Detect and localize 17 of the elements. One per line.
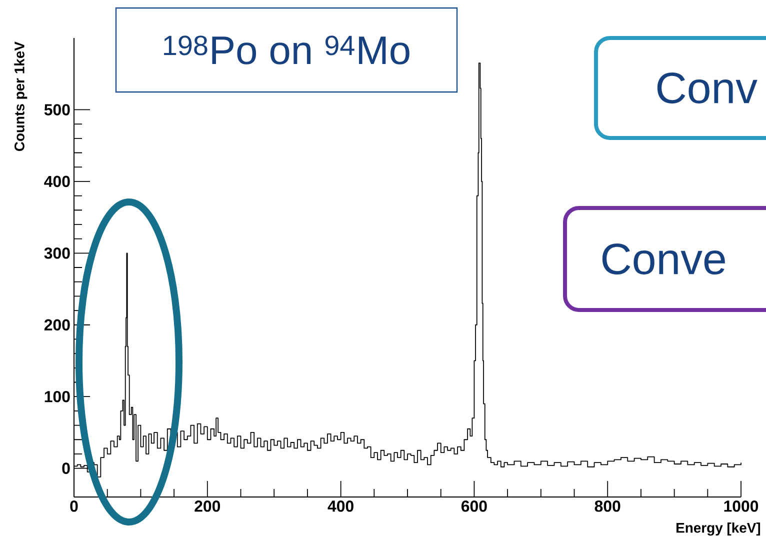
- x-axis-title: Energy [keV]: [676, 522, 760, 536]
- x-tick-label: 800: [594, 500, 620, 512]
- y-tick-label: 100: [44, 390, 70, 402]
- x-tick-label: 1000: [724, 500, 758, 512]
- y-tick-label: 300: [44, 248, 70, 259]
- x-tick-label: 0: [70, 500, 78, 512]
- annotation: Conve: [602, 243, 725, 275]
- x-tick-label: 200: [194, 500, 220, 512]
- x-tick-label: 600: [461, 500, 487, 512]
- y-tick-label: 500: [44, 104, 70, 116]
- y-tick-label: 200: [44, 319, 70, 331]
- x-tick-label: 400: [328, 500, 354, 512]
- y-tick-label: 400: [44, 176, 70, 188]
- annotation: Conv: [657, 72, 758, 104]
- y-axis-title: Counts per 1keV: [14, 42, 28, 152]
- y-tick-label: 0: [62, 462, 70, 474]
- chart-title: $^{198}$Po on $^{94}$Mo: [164, 36, 410, 64]
